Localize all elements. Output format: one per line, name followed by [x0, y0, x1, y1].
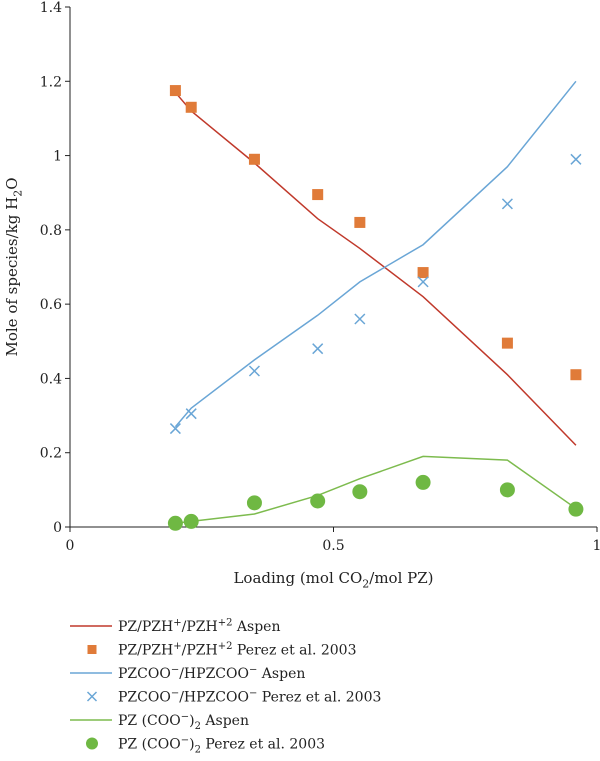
- y-tick-label: 0: [53, 520, 62, 536]
- legend-label: PZ/PZH+/PZH+2 Aspen: [118, 618, 280, 635]
- data-point: [570, 153, 582, 165]
- series-3: [174, 80, 577, 428]
- data-point: [352, 484, 368, 500]
- data-point: [183, 513, 199, 529]
- data-point: [354, 313, 366, 325]
- legend-label: PZCOO−/HPZCOO− Aspen: [118, 665, 305, 682]
- series-line: [174, 91, 577, 446]
- x-tick-label: 0: [66, 538, 75, 554]
- series-line: [174, 80, 577, 428]
- data-point: [310, 493, 326, 509]
- y-axis-title: Mole of species/kg H2O: [3, 177, 25, 356]
- legend-item: PZ (COO−)2 Perez et al. 2003: [86, 735, 325, 756]
- series-1: [174, 91, 577, 446]
- legend-item: PZCOO−/HPZCOO− Perez et al. 2003: [86, 688, 381, 706]
- data-point: [501, 198, 513, 210]
- y-tick-label: 1.2: [40, 74, 62, 90]
- data-point: [415, 474, 431, 490]
- data-point: [417, 267, 429, 279]
- legend-label: PZ/PZH+/PZH+2 Perez et al. 2003: [118, 641, 357, 658]
- y-tick-label: 1.4: [40, 0, 62, 16]
- data-point: [169, 85, 181, 97]
- legend-swatch-cross: [86, 691, 98, 702]
- legend-item: PZ/PZH+/PZH+2 Perez et al. 2003: [87, 641, 357, 659]
- series-4: [169, 153, 582, 435]
- data-point: [417, 276, 429, 288]
- data-point: [312, 343, 324, 355]
- x-tick-label: 0.5: [322, 538, 344, 554]
- y-tick-label: 0.4: [40, 371, 62, 387]
- data-point: [570, 369, 582, 381]
- data-point: [246, 495, 262, 511]
- data-point: [312, 189, 324, 201]
- legend-label: PZ (COO−)2 Aspen: [118, 712, 249, 733]
- legend: PZ/PZH+/PZH+2 Aspen PZ/PZH+/PZH+2 Perez e…: [70, 618, 381, 756]
- plot-area: [167, 80, 584, 531]
- data-point: [354, 216, 366, 228]
- series-2: [169, 85, 582, 381]
- data-point: [499, 482, 515, 498]
- data-point: [169, 423, 181, 435]
- data-point: [185, 101, 197, 113]
- legend-item: PZ (COO−)2 Aspen: [70, 712, 249, 733]
- series-6: [167, 474, 584, 531]
- series-5: [175, 455, 577, 525]
- axes: 0 0.2 0.4 0.6 0.8 1 1.2 1.4 0 0.5 1: [40, 0, 600, 554]
- y-tick-label: 0.6: [40, 297, 62, 313]
- legend-item: PZ/PZH+/PZH+2 Aspen: [70, 618, 280, 635]
- data-point: [501, 337, 513, 349]
- y-tick-label: 0.2: [40, 446, 62, 462]
- data-point: [248, 153, 260, 165]
- series-line: [175, 455, 577, 525]
- y-tick-label: 0.8: [40, 223, 62, 239]
- legend-item: PZCOO−/HPZCOO− Aspen: [70, 665, 305, 682]
- data-point: [185, 408, 197, 420]
- legend-swatch-circle: [86, 737, 98, 750]
- legend-swatch-square: [87, 645, 97, 654]
- data-point: [568, 501, 584, 517]
- data-point: [248, 365, 260, 377]
- x-axis-title: Loading (mol CO2/mol PZ): [233, 569, 433, 591]
- x-tick-label: 1: [593, 538, 600, 554]
- legend-label: PZ (COO−)2 Perez et al. 2003: [118, 735, 325, 756]
- legend-label: PZCOO−/HPZCOO− Perez et al. 2003: [118, 688, 381, 705]
- y-tick-label: 1: [53, 149, 62, 165]
- data-point: [167, 515, 183, 531]
